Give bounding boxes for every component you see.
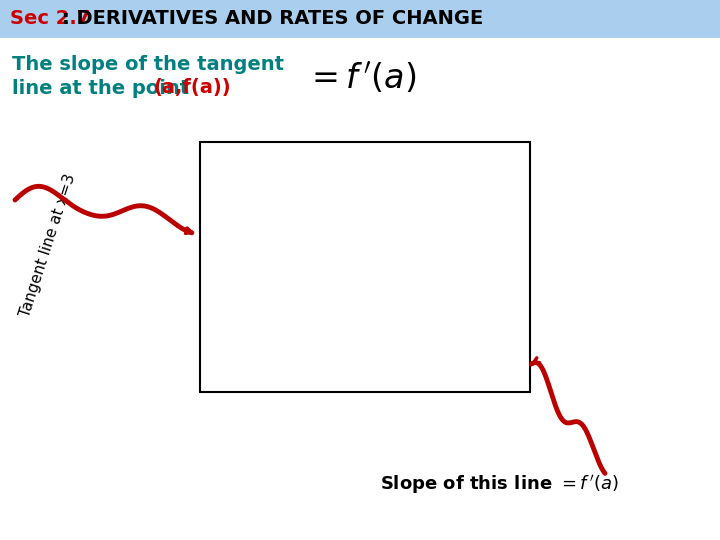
Text: : DERIVATIVES AND RATES OF CHANGE: : DERIVATIVES AND RATES OF CHANGE xyxy=(62,10,483,29)
Text: $y = \dfrac{3}{x}$: $y = \dfrac{3}{x}$ xyxy=(346,155,379,179)
Text: x: x xyxy=(521,309,530,323)
Bar xyxy=(0,0,720,38)
Text: y: y xyxy=(320,143,328,157)
Text: The slope of the tangent: The slope of the tangent xyxy=(12,56,284,75)
Text: (3,1): (3,1) xyxy=(404,253,433,266)
Text: Tangent line at x=3: Tangent line at x=3 xyxy=(18,171,78,319)
Text: Slope of this line $= f\,'(a)$: Slope of this line $= f\,'(a)$ xyxy=(380,474,618,496)
Text: line at the point: line at the point xyxy=(12,78,196,98)
Bar xyxy=(200,142,530,392)
Text: (a,f(a)): (a,f(a)) xyxy=(153,78,230,98)
Text: $= f\,'(a)$: $= f\,'(a)$ xyxy=(305,60,416,95)
Text: 0: 0 xyxy=(300,308,307,321)
Text: Sec 2.7: Sec 2.7 xyxy=(10,10,90,29)
